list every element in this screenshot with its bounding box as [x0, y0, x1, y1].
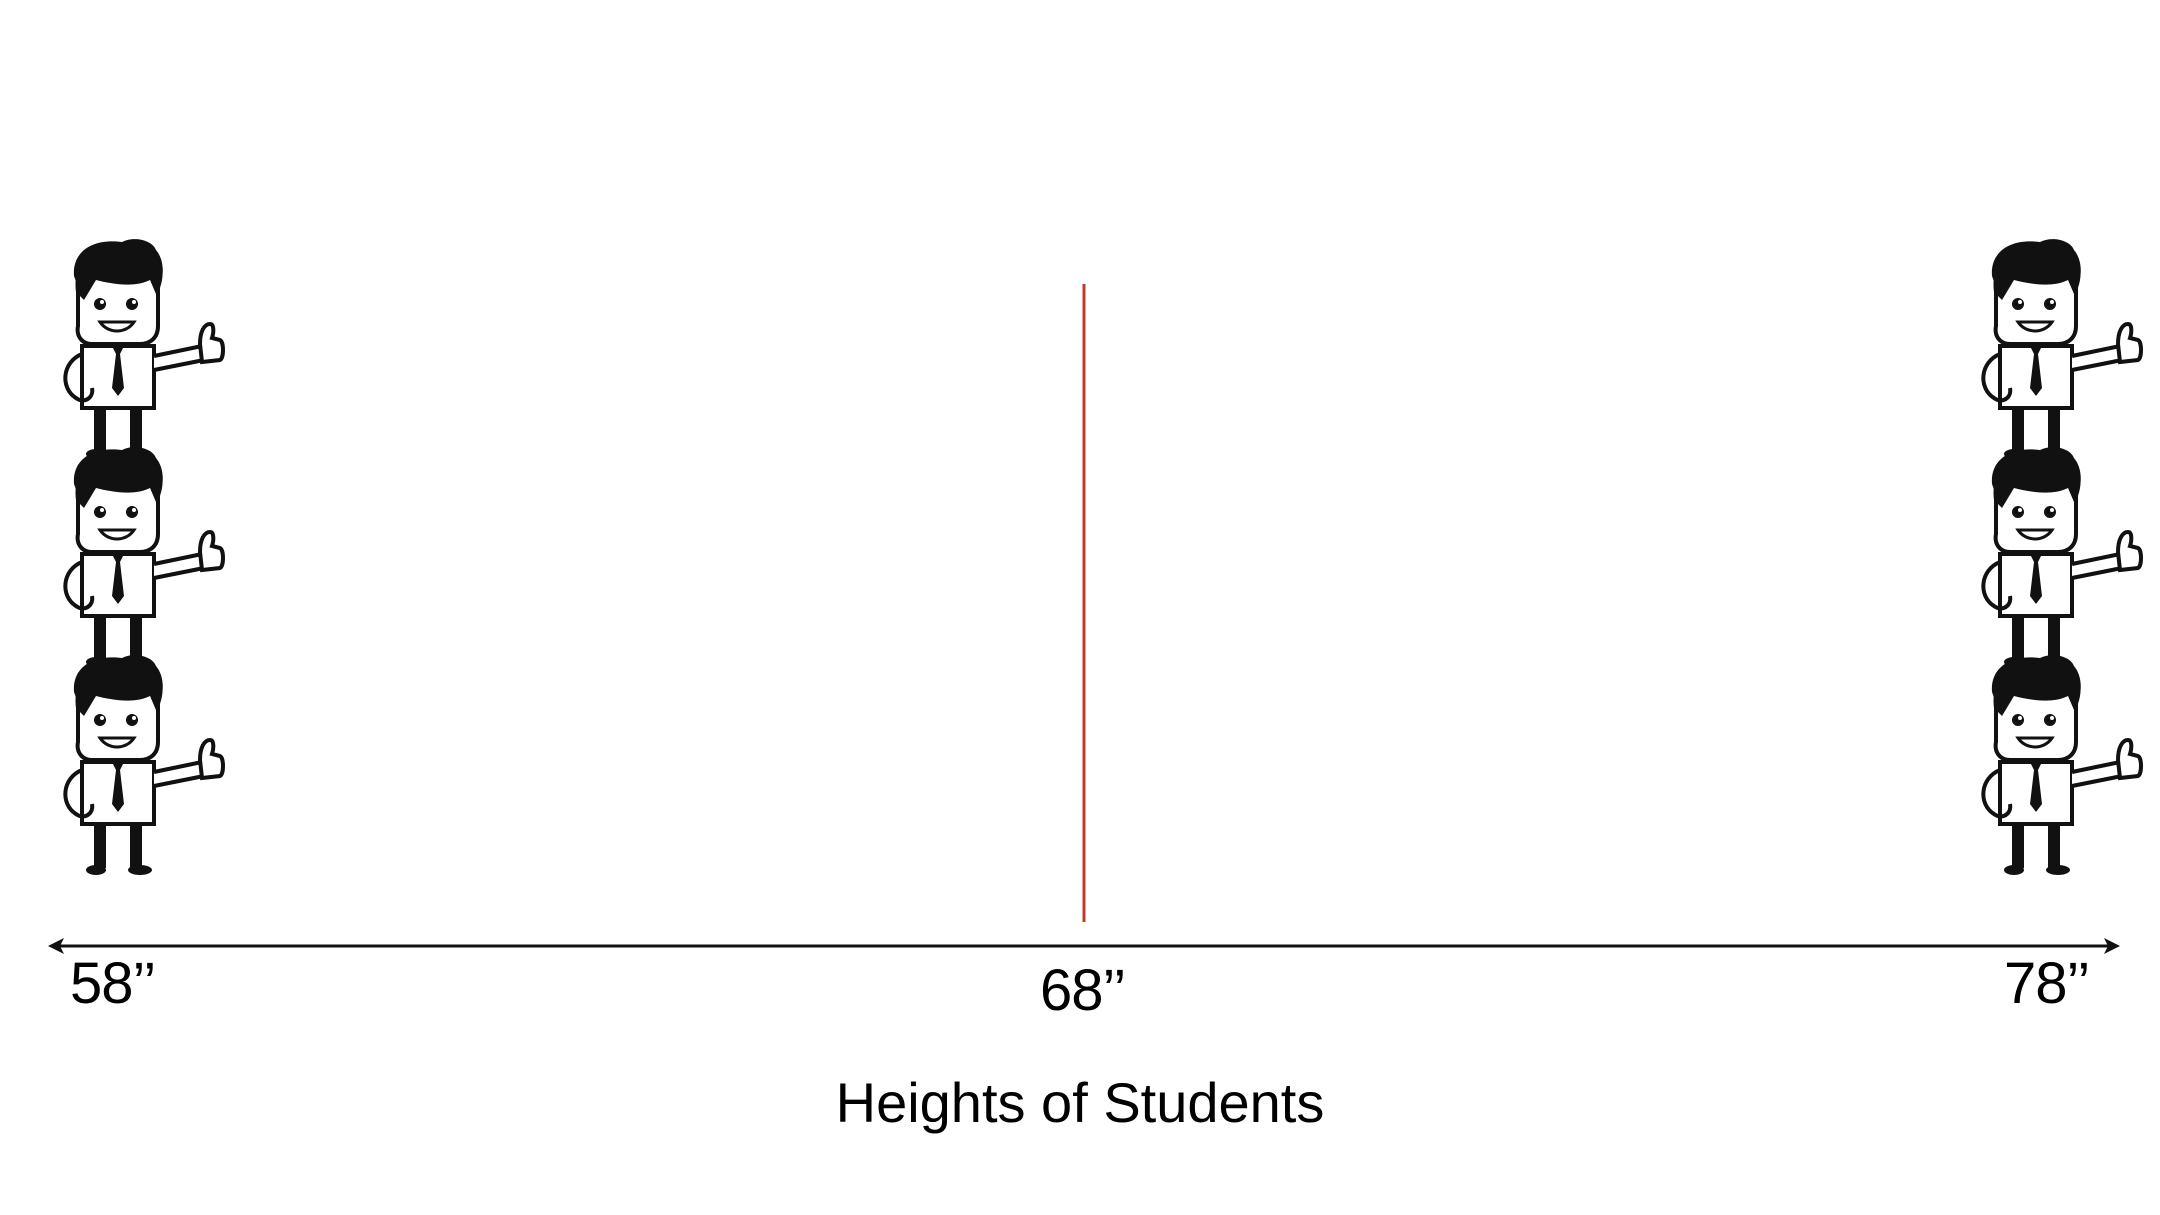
- businessman-thumbs-up-icon: [1981, 237, 2143, 461]
- businessman-thumbs-up-icon: [63, 653, 225, 877]
- businessman-thumbs-up-icon: [1981, 653, 2143, 877]
- tick-label-middle: 68’’: [1040, 958, 1126, 1023]
- tick-label-right: 78’’: [2004, 951, 2090, 1016]
- tick-label-left: 58’’: [70, 951, 156, 1016]
- businessman-thumbs-up-icon: [63, 237, 225, 461]
- diagram-title: Heights of Students: [835, 1071, 1325, 1134]
- right-arrowhead: [2104, 938, 2120, 954]
- businessman-thumbs-up-icon: [63, 445, 225, 669]
- businessman-thumbs-up-icon: [1981, 445, 2143, 669]
- left-arrowhead: [48, 938, 64, 954]
